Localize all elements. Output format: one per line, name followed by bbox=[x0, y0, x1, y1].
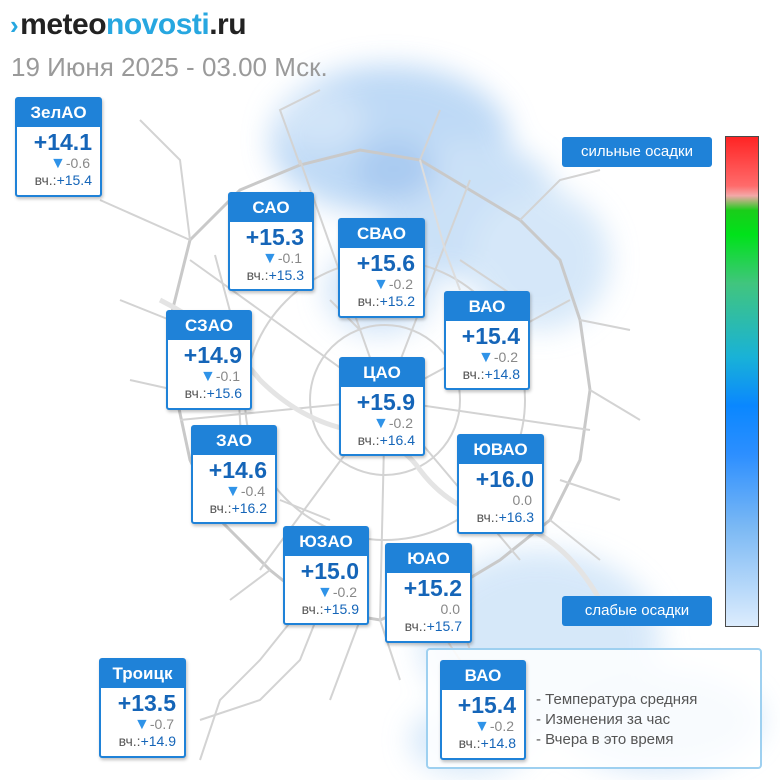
district-card-sao: САО +15.3 ▼-0.1 вч.:+15.3 bbox=[228, 192, 314, 291]
district-card-cao: ЦАО +15.9 ▼-0.2 вч.:+16.4 bbox=[339, 357, 425, 456]
avg-temperature: +14.1 bbox=[33, 129, 92, 155]
legend-item-hourly-change: - Изменения за час bbox=[536, 711, 671, 728]
yesterday-temperature: вч.:+16.4 bbox=[357, 432, 415, 448]
yesterday-temperature: вч.:+16.2 bbox=[209, 500, 267, 516]
yesterday-temperature: вч.:+14.9 bbox=[118, 733, 176, 749]
down-arrow-icon: ▼ bbox=[225, 483, 241, 500]
district-name: ВАО bbox=[442, 662, 524, 690]
avg-temperature: +16.0 bbox=[475, 466, 534, 492]
district-name: ЗАО bbox=[193, 427, 275, 455]
down-arrow-icon: ▼ bbox=[200, 368, 216, 385]
district-card-vao: ВАО +15.4 ▼-0.2 вч.:+14.8 bbox=[444, 291, 530, 390]
yesterday-temperature: вч.:+16.3 bbox=[476, 509, 534, 525]
avg-temperature: +15.2 bbox=[403, 575, 462, 601]
down-arrow-icon: ▼ bbox=[478, 349, 494, 366]
precip-scale-top-label: сильные осадки bbox=[562, 137, 712, 167]
yesterday-temperature: вч.:+15.4 bbox=[34, 172, 92, 188]
logo-mark-icon: › bbox=[10, 9, 19, 40]
avg-temperature: +15.4 bbox=[457, 692, 516, 718]
avg-temperature: +13.5 bbox=[117, 690, 176, 716]
avg-temperature: +15.6 bbox=[356, 250, 415, 276]
hourly-change: ▼-0.2 bbox=[474, 718, 514, 735]
avg-temperature: +14.6 bbox=[208, 457, 267, 483]
district-name: ЗелАО bbox=[17, 99, 100, 127]
legend-items: - Температура средняя - Изменения за час… bbox=[536, 690, 697, 750]
district-card-yuao: ЮАО +15.2 0.0 вч.:+15.7 bbox=[385, 543, 472, 643]
yesterday-temperature: вч.:+15.7 bbox=[404, 618, 462, 634]
legend-item-avg-temp: - Температура средняя bbox=[536, 691, 698, 708]
yesterday-temperature: вч.:+15.6 bbox=[184, 385, 242, 401]
yesterday-temperature: вч.:+14.8 bbox=[458, 735, 516, 751]
yesterday-temperature: вч.:+14.8 bbox=[462, 366, 520, 382]
district-name: ЮАО bbox=[387, 545, 470, 573]
district-name: ЦАО bbox=[341, 359, 423, 387]
avg-temperature: +15.9 bbox=[356, 389, 415, 415]
hourly-change: ▼-0.6 bbox=[50, 155, 90, 172]
hourly-change: 0.0 bbox=[512, 492, 532, 508]
hourly-change: ▼-0.2 bbox=[478, 349, 518, 366]
district-card-yuzao: ЮЗАО +15.0 ▼-0.2 вч.:+15.9 bbox=[283, 526, 369, 625]
yesterday-temperature: вч.:+15.3 bbox=[246, 267, 304, 283]
district-card-troitsk: Троицк +13.5 ▼-0.7 вч.:+14.9 bbox=[99, 658, 186, 758]
hourly-change: ▼-0.7 bbox=[134, 716, 174, 733]
legend-box: ВАО +15.4 ▼-0.2 вч.:+14.8 - Температура … bbox=[426, 648, 762, 769]
district-card-szao: СЗАО +14.9 ▼-0.1 вч.:+15.6 bbox=[166, 310, 252, 410]
avg-temperature: +15.0 bbox=[300, 558, 359, 584]
down-arrow-icon: ▼ bbox=[317, 584, 333, 601]
down-arrow-icon: ▼ bbox=[373, 276, 389, 293]
hourly-change: 0.0 bbox=[440, 601, 460, 617]
down-arrow-icon: ▼ bbox=[373, 415, 389, 432]
yesterday-temperature: вч.:+15.2 bbox=[357, 293, 415, 309]
district-card-zelao: ЗелАО +14.1 ▼-0.6 вч.:+15.4 bbox=[15, 97, 102, 197]
hourly-change: ▼-0.1 bbox=[200, 368, 240, 385]
district-name: СВАО bbox=[340, 220, 423, 248]
hourly-change: ▼-0.2 bbox=[373, 415, 413, 432]
district-name: СЗАО bbox=[168, 312, 250, 340]
district-card-svao: СВАО +15.6 ▼-0.2 вч.:+15.2 bbox=[338, 218, 425, 318]
precip-color-scale bbox=[725, 136, 759, 627]
logo-text-domain: .ru bbox=[209, 8, 247, 41]
district-name: Троицк bbox=[101, 660, 184, 688]
district-card-zao: ЗАО +14.6 ▼-0.4 вч.:+16.2 bbox=[191, 425, 277, 524]
avg-temperature: +15.4 bbox=[461, 323, 520, 349]
hourly-change: ▼-0.4 bbox=[225, 483, 265, 500]
down-arrow-icon: ▼ bbox=[262, 250, 278, 267]
hourly-change: ▼-0.2 bbox=[373, 276, 413, 293]
down-arrow-icon: ▼ bbox=[50, 155, 66, 172]
district-name: ЮЗАО bbox=[285, 528, 367, 556]
down-arrow-icon: ▼ bbox=[474, 718, 490, 735]
precip-scale-bottom-label: слабые осадки bbox=[562, 596, 712, 626]
logo-text-meteo: meteo bbox=[20, 8, 107, 41]
avg-temperature: +15.3 bbox=[245, 224, 304, 250]
district-name: ВАО bbox=[446, 293, 528, 321]
logo-text-novosti: novosti bbox=[106, 8, 210, 41]
district-name: ЮВАО bbox=[459, 436, 542, 464]
hourly-change: ▼-0.1 bbox=[262, 250, 302, 267]
district-card-yuvao: ЮВАО +16.0 0.0 вч.:+16.3 bbox=[457, 434, 544, 534]
legend-sample-card: ВАО +15.4 ▼-0.2 вч.:+14.8 bbox=[440, 660, 526, 760]
avg-temperature: +14.9 bbox=[183, 342, 242, 368]
yesterday-temperature: вч.:+15.9 bbox=[301, 601, 359, 617]
forecast-date: 19 Июня 2025 - 03.00 Мск. bbox=[11, 52, 328, 82]
hourly-change: ▼-0.2 bbox=[317, 584, 357, 601]
legend-item-yesterday: - Вчера в это время bbox=[536, 731, 674, 748]
down-arrow-icon: ▼ bbox=[134, 716, 150, 733]
site-logo[interactable]: › meteo novosti .ru bbox=[10, 8, 247, 42]
district-name: САО bbox=[230, 194, 312, 222]
